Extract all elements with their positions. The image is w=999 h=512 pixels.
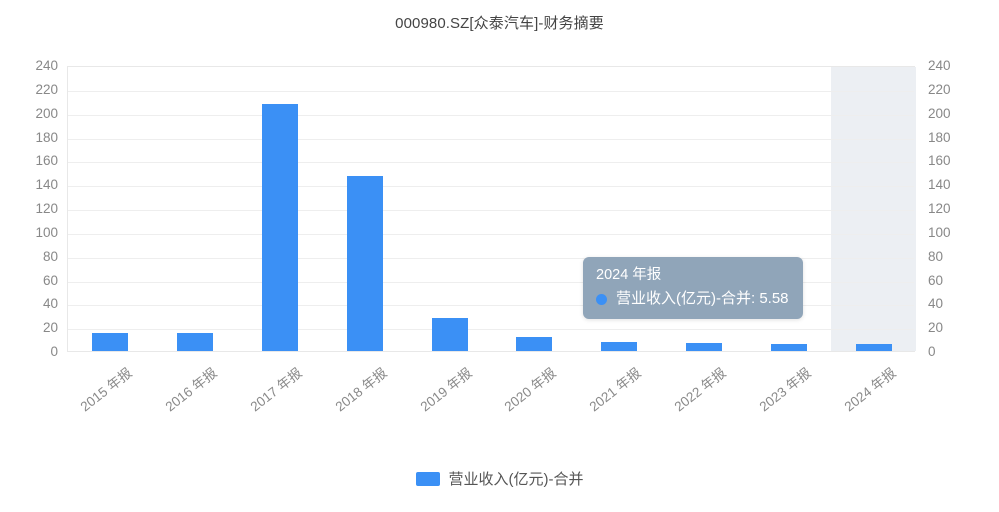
x-axis-tick-label: 2017 年报 (247, 365, 305, 415)
y-axis-right-tick-label: 220 (928, 81, 951, 97)
legend-item-label[interactable]: 营业收入(亿元)-合并 (448, 471, 584, 488)
x-axis-tick-label: 2018 年报 (332, 365, 390, 415)
y-axis-right-tick-label: 60 (928, 272, 944, 288)
bar[interactable] (516, 336, 553, 351)
tooltip-title: 2024 年报 (596, 267, 662, 283)
category-highlight-band (831, 67, 916, 351)
chart-tooltip: 2024 年报 营业收入(亿元)-合并: 5.58 (583, 257, 803, 320)
y-axis-left-tick-label: 240 (35, 58, 58, 73)
y-axis-left-tick-label: 160 (35, 153, 58, 169)
y-axis-left-tick-label: 40 (42, 296, 58, 312)
y-axis-right-tick-label: 0 (928, 344, 936, 359)
y-axis-left-tick-label: 100 (35, 224, 58, 240)
y-axis-right-tick-label: 160 (928, 153, 951, 169)
plot-area (67, 66, 916, 352)
x-axis-tick-label: 2019 年报 (417, 365, 475, 415)
y-axis-left: 240 220 200 180 160 140 120 100 80 60 40 20 0 (0, 0, 58, 512)
x-axis-tick-label: 2024 年报 (841, 365, 899, 415)
tooltip-value-text: 营业收入(亿元)-合并: 5.58 (616, 290, 789, 308)
x-axis-tick-label: 2023 年报 (756, 365, 814, 415)
y-axis-left-tick-label: 80 (42, 248, 58, 264)
bar[interactable] (770, 343, 807, 351)
x-axis-tick-label: 2015 年报 (77, 365, 136, 415)
legend-swatch-icon[interactable] (415, 471, 440, 486)
bar[interactable] (686, 342, 722, 351)
bar[interactable] (431, 317, 468, 351)
y-axis-right-tick-label: 100 (928, 224, 951, 240)
y-axis-left-tick-label: 60 (42, 272, 58, 288)
y-axis-left-tick-label: 220 (35, 81, 58, 97)
x-axis-tick-label: 2020 年报 (501, 365, 560, 415)
y-axis-right-tick-label: 180 (928, 129, 951, 145)
y-axis-right-tick-label: 140 (928, 177, 951, 193)
series-marker-icon (596, 293, 607, 305)
y-axis-left-tick-label: 180 (35, 129, 58, 145)
y-axis-left-tick-label: 20 (42, 320, 58, 336)
bar[interactable] (177, 332, 214, 351)
y-axis-left-tick-label: 0 (50, 344, 58, 359)
x-axis-tick-label: 2021 年报 (586, 365, 644, 415)
bar[interactable] (601, 342, 638, 351)
x-axis-tick-label: 2022 年报 (671, 365, 729, 415)
tooltip-series-row: 营业收入(亿元)-合并: 5.58 (596, 289, 789, 309)
bars-layer (68, 67, 914, 351)
y-axis-left-tick-label: 200 (35, 105, 58, 121)
y-axis-left-tick-label: 120 (35, 201, 58, 216)
y-axis-right: 240 220 200 180 160 140 120 100 80 60 40 20 0 (928, 0, 994, 512)
y-axis-right-tick-label: 80 (928, 248, 944, 264)
bar[interactable] (262, 104, 298, 351)
bar[interactable] (92, 333, 129, 351)
bar[interactable] (346, 175, 383, 351)
x-axis-tick-label: 2016 年报 (162, 365, 220, 415)
y-axis-right-tick-label: 20 (928, 320, 944, 336)
y-axis-left-tick-label: 140 (35, 177, 58, 193)
bar[interactable] (855, 344, 892, 351)
y-axis-right-tick-label: 120 (928, 201, 951, 216)
y-axis-right-tick-label: 40 (928, 296, 944, 312)
legend: 营业收入(亿元)-合并 (0, 468, 999, 489)
page-title: 000980.SZ[众泰汽车]-财务摘要 (395, 15, 604, 32)
y-axis-right-tick-label: 240 (928, 58, 951, 73)
y-axis-right-tick-label: 200 (928, 105, 951, 121)
